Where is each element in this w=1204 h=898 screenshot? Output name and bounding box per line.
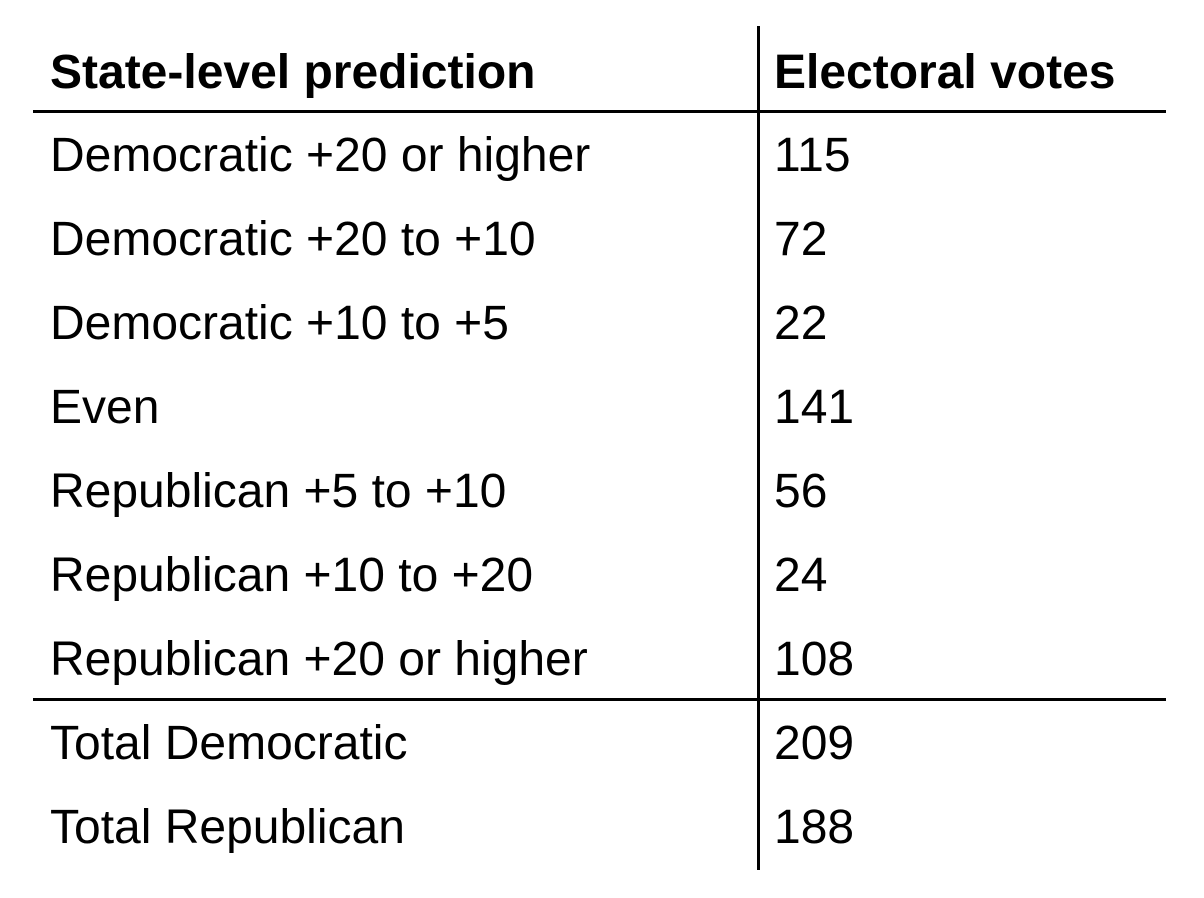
column-header-prediction: State-level prediction (50, 46, 536, 99)
row-value: 72 (774, 213, 828, 266)
row-label: Republican +10 to +20 (50, 549, 534, 602)
row-value: 141 (774, 381, 855, 434)
row-label: Democratic +20 or higher (50, 129, 591, 182)
total-label: Total Democratic (50, 717, 408, 770)
row-label: Even (50, 381, 160, 434)
row-value: 56 (774, 465, 828, 518)
total-label: Total Republican (50, 801, 405, 854)
row-label: Republican +20 or higher (50, 633, 588, 686)
row-value: 115 (774, 129, 851, 182)
total-value: 209 (774, 717, 855, 770)
row-value: 24 (774, 549, 828, 602)
row-value: 22 (774, 297, 828, 350)
total-value: 188 (774, 801, 855, 854)
column-header-electoral-votes: Electoral votes (774, 46, 1116, 99)
header-rule (33, 110, 1166, 113)
row-value: 108 (774, 633, 855, 686)
row-label: Republican +5 to +10 (50, 465, 507, 518)
row-label: Democratic +10 to +5 (50, 297, 509, 350)
row-label: Democratic +20 to +10 (50, 213, 536, 266)
totals-rule (33, 698, 1166, 701)
column-divider (757, 26, 760, 870)
